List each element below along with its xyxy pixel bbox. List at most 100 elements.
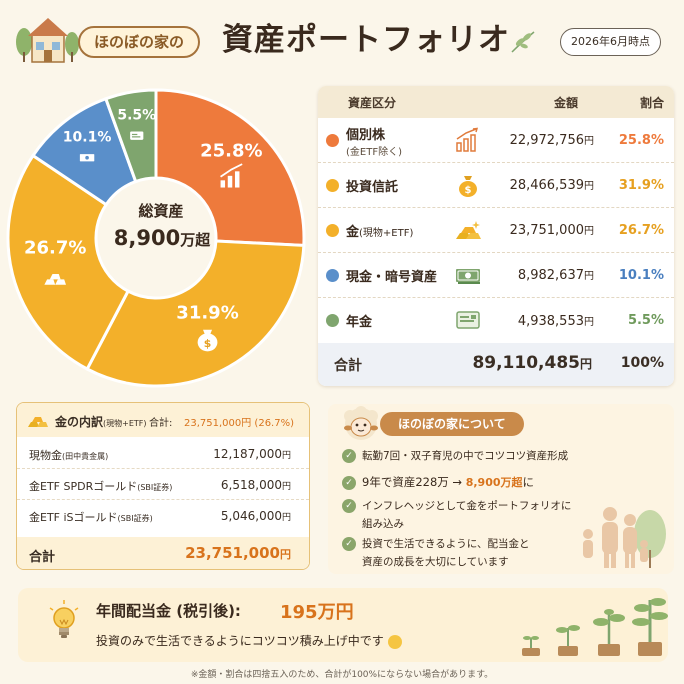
- family-silhouette-icon: [583, 507, 666, 568]
- table-row: 現金・暗号資産 8,982,637円 10.1%: [318, 253, 674, 298]
- gold-item-amount: 6,518,000円: [221, 478, 291, 492]
- dividend-label: 年間配当金 (税引後):: [96, 602, 241, 620]
- dividend-message-text: 投資のみで生活できるようにコツコツ積み上げ中です: [96, 634, 384, 648]
- legend-dot: [326, 269, 339, 282]
- amount-value: 8,982,637: [517, 268, 584, 283]
- gold-item-name-text: 金ETF iSゴールド: [29, 511, 118, 524]
- as-of-date: 2026年6月時点: [560, 28, 661, 56]
- row-amount: 23,751,000円: [510, 222, 594, 238]
- row-name: 年金: [346, 315, 373, 330]
- yen-unit: 円: [281, 482, 291, 492]
- list-item: 金ETF SPDRゴールド(SBI証券) 6,518,000円: [17, 470, 309, 500]
- dividend-message: 投資のみで生活できるようにコツコツ積み上げ中です: [96, 632, 402, 649]
- cash-icon: [79, 154, 95, 162]
- total-amount-value: 89,110,485: [472, 353, 580, 373]
- gold-item-amount: 12,187,000円: [213, 447, 291, 461]
- slice-percent-label: 5.5%: [117, 108, 156, 124]
- table-row: 金(現物+ETF) 23,751,000円 26.7%: [318, 208, 674, 253]
- row-name: 投資信託: [346, 179, 399, 195]
- row-percent: 10.1%: [618, 267, 664, 283]
- gold-title-sub: (現物+ETF): [103, 419, 147, 428]
- pie-slice-2: [85, 239, 306, 388]
- donut-svg: 25.8% 31.9% $26.7% 10.1% 5.5%: [6, 88, 306, 388]
- pension-icon: [456, 311, 480, 329]
- row-name-text: 金: [346, 224, 360, 240]
- about-item: ✓ 投資で生活できるように、配当金と 資産の成長を大切にしています: [342, 536, 529, 569]
- header-ratio: 割合: [639, 95, 664, 110]
- yen-unit: 円: [584, 181, 594, 192]
- yen-unit: 円: [281, 513, 291, 523]
- check-icon: ✓: [342, 537, 356, 551]
- sprouts-icon: [522, 598, 668, 656]
- gold-item-sub: (SBI証券): [117, 514, 153, 523]
- center-title: 総資産: [138, 202, 184, 220]
- table-row: 個別株 (金ETF除く) 22,972,756円 25.8%: [318, 118, 674, 163]
- dividend-value: 195万円: [280, 602, 354, 623]
- cash-icon: [456, 269, 480, 284]
- gold-breakdown-card: 金の内訳(現物+ETF) 合計: 23,751,000円 (26.7%) 現物金…: [16, 402, 310, 570]
- row-name: 金(現物+ETF): [346, 221, 413, 240]
- gold-bars-icon: [44, 273, 66, 285]
- center-value: 8,900万超: [92, 226, 232, 250]
- gold-bars-icon: [456, 221, 481, 239]
- check-icon: ✓: [342, 499, 356, 513]
- gold-total-value: 23,751,000円 (26.7%): [184, 418, 295, 429]
- row-percent: 25.8%: [618, 132, 664, 148]
- amount-value: 4,938,553: [517, 313, 584, 329]
- house-icon: [16, 18, 79, 63]
- header-amount: 金額: [553, 95, 578, 110]
- pie-slice-3: [6, 153, 131, 372]
- table-row: 投資信託 $ 28,466,539円 31.9%: [318, 163, 674, 208]
- slice-percent-label: 26.7%: [24, 238, 86, 259]
- check-icon: ✓: [342, 449, 356, 463]
- page-title: 資産ポートフォリオ: [222, 22, 510, 58]
- sheep-icon: [344, 406, 378, 440]
- pie-slice-1: [154, 88, 306, 248]
- dividend-banner: 年間配当金 (税引後): 195万円 投資のみで生活できるようにコツコツ積み上げ…: [18, 588, 668, 662]
- list-item: 現物金(田中貴金属) 12,187,000円: [17, 439, 309, 469]
- row-amount: 8,982,637円: [518, 267, 594, 283]
- about-item: ✓ 転勤7回・双子育児の中でコツコツ資産形成: [342, 448, 568, 463]
- center-value-unit: 万超: [180, 231, 211, 249]
- asset-donut-chart: 25.8% 31.9% $26.7% 10.1% 5.5% 総資産 8,900万超: [6, 80, 306, 400]
- about-item-text: 投資で生活できるように、配当金と: [362, 538, 530, 550]
- amount-value: 28,466,539: [509, 178, 584, 193]
- gold-item-sub: (SBI証券): [137, 483, 173, 492]
- footnote: ※金額・割合は四捨五入のため、合計が100%にならない場合があります。: [190, 670, 494, 680]
- gold-item-sub: (田中貴金属): [62, 452, 109, 461]
- yen-unit: 円: [584, 226, 594, 237]
- allocation-header: 資産区分 金額 割合: [318, 86, 674, 118]
- gold-total-label: 合計:: [149, 418, 173, 429]
- gold-item-amount-value: 6,518,000: [220, 478, 282, 492]
- about-item-highlight: 8,900万超: [465, 476, 523, 489]
- slice-percent-label: 25.8%: [200, 140, 262, 161]
- allocation-total-row: 合計 89,110,485円 100%: [318, 343, 674, 386]
- slice-percent-label: 31.9%: [176, 302, 238, 323]
- gold-item-name: 金ETF iSゴールド(SBI証券): [29, 509, 153, 525]
- smile-icon: [387, 634, 402, 649]
- legend-dot: [326, 134, 339, 147]
- about-card: ほのぼの家について ✓ 転勤7回・双子育児の中でコツコツ資産形成 ✓ 9年で資産22…: [328, 404, 674, 574]
- chart-up-icon: [220, 163, 243, 188]
- legend-dot: [326, 224, 339, 237]
- amount-value: 22,972,756: [509, 133, 584, 148]
- gold-item-name: 現物金(田中貴金属): [29, 447, 108, 463]
- pension-icon: [130, 131, 144, 140]
- gold-footer-amount: 23,751,000円: [185, 544, 291, 562]
- gold-item-amount-value: 12,187,000: [213, 447, 282, 461]
- yen-unit: 円: [584, 316, 594, 328]
- list-item: 金ETF iSゴールド(SBI証券) 5,046,000円: [17, 501, 309, 531]
- legend-dot: [326, 314, 339, 327]
- about-item-text: 転勤7回・双子育児の中でコツコツ資産形成: [362, 450, 569, 462]
- svg-text:$: $: [204, 337, 212, 350]
- total-label: 合計: [334, 358, 362, 374]
- yen-unit: 円: [584, 136, 594, 147]
- row-percent: 26.7%: [618, 222, 664, 238]
- header-category: 資産区分: [348, 95, 397, 110]
- row-name: 個別株: [346, 128, 386, 143]
- row-name-sub: (現物+ETF): [359, 227, 414, 239]
- gold-item-name: 金ETF SPDRゴールド(SBI証券): [29, 478, 172, 494]
- gold-item-name-text: 現物金: [29, 449, 62, 462]
- row-name: 現金・暗号資産: [346, 269, 438, 285]
- about-item-text: 9年で資産228万 →: [362, 475, 466, 489]
